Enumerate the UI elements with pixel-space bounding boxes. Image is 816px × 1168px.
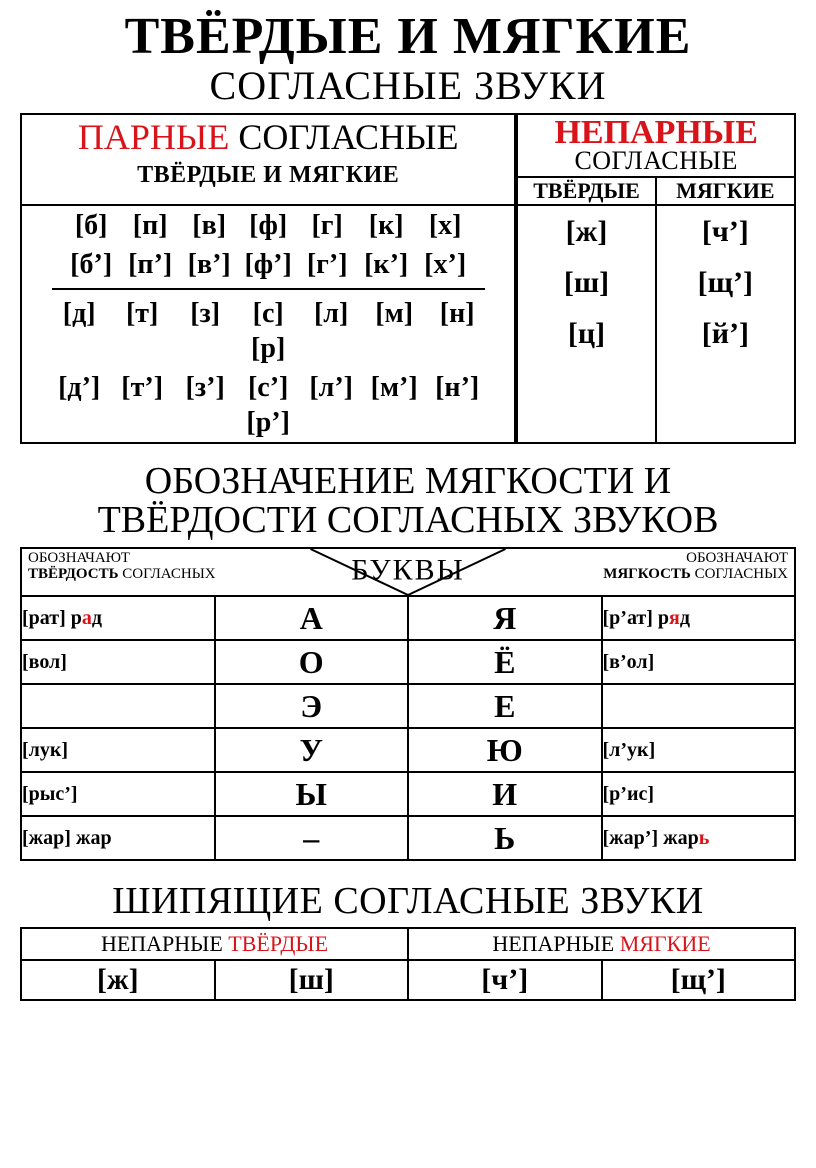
table-row: [жар] жар – Ь [жар’] жарь — [21, 816, 795, 860]
title-line2: СОГЛАСНЫЕ ЗВУКИ — [20, 65, 796, 107]
paired-g1-hard: [б] [п] [в] [ф] [г] [к] [х] — [22, 206, 514, 245]
table-row: [лук] У Ю [л’ук] — [21, 728, 795, 772]
section3-table: НЕПАРНЫЕ ТВЁРДЫЕ НЕПАРНЫЕ МЯГКИЕ [ж] [ш]… — [20, 927, 796, 1001]
unpaired-soft-list: [ч’] [щ’] [й’] — [656, 205, 795, 443]
paired-g1-soft: [б’] [п’] [в’] [ф’] [г’] [к’] [х’] — [22, 245, 514, 284]
section2-header-cell: ОБОЗНАЧАЮТ ТВЁРДОСТЬ СОГЛАСНЫХ БУКВЫ ОБО… — [21, 548, 795, 596]
unpaired-hard-list: [ж] [ш] [ц] — [516, 205, 655, 443]
table-row: [вол] О Ё [в’ол] — [21, 640, 795, 684]
paired-header-red: ПАРНЫЕ — [78, 117, 229, 157]
s3-head-right: НЕПАРНЫЕ МЯГКИЕ — [408, 928, 795, 960]
section2-title: ОБОЗНАЧЕНИЕ МЯГКОСТИ И ТВЁРДОСТИ СОГЛАСН… — [20, 462, 796, 542]
paired-divider — [52, 288, 485, 290]
section1-title: ТВЁРДЫЕ И МЯГКИЕ СОГЛАСНЫЕ ЗВУКИ — [20, 10, 796, 107]
s3-head-left: НЕПАРНЫЕ ТВЁРДЫЕ — [21, 928, 408, 960]
col-head-soft: МЯГКИЕ — [656, 177, 795, 205]
section3-title: ШИПЯЩИЕ СОГЛАСНЫЕ ЗВУКИ — [20, 879, 796, 923]
col-head-hard: ТВЁРДЫЕ — [516, 177, 655, 205]
table-row: Э Е — [21, 684, 795, 728]
unpaired-header: НЕПАРНЫЕ СОГЛАСНЫЕ — [518, 115, 794, 176]
unpaired-header-rest: СОГЛАСНЫЕ — [574, 146, 737, 175]
s3-cell: [ч’] — [408, 960, 602, 1000]
paired-header-rest: СОГЛАСНЫЕ — [229, 117, 458, 157]
s3-cell: [щ’] — [602, 960, 796, 1000]
header-left-label: ОБОЗНАЧАЮТ ТВЁРДОСТЬ СОГЛАСНЫХ — [28, 551, 216, 583]
paired-g2-soft: [д’] [т’] [з’] [с’] [л’] [м’] [н’] [р’] — [22, 368, 514, 442]
paired-g2-hard: [д] [т] [з] [с] [л] [м] [н] [р] — [22, 294, 514, 368]
section2-table: ОБОЗНАЧАЮТ ТВЁРДОСТЬ СОГЛАСНЫХ БУКВЫ ОБО… — [20, 547, 796, 861]
table-row: [рыс’] Ы И [р’ис] — [21, 772, 795, 816]
section1-table: ПАРНЫЕ СОГЛАСНЫЕ ТВЁРДЫЕ И МЯГКИЕ НЕПАРН… — [20, 113, 796, 444]
title-line1: ТВЁРДЫЕ И МЯГКИЕ — [20, 10, 796, 65]
s3-cell: [ш] — [215, 960, 409, 1000]
paired-header: ПАРНЫЕ СОГЛАСНЫЕ — [22, 115, 514, 157]
paired-subheader: ТВЁРДЫЕ И МЯГКИЕ — [22, 156, 514, 195]
header-center-label: БУКВЫ — [351, 554, 465, 588]
header-right-label: ОБОЗНАЧАЮТ МЯГКОСТЬ СОГЛАСНЫХ — [603, 551, 788, 583]
table-row: [рат] рад А Я [р’ат] ряд — [21, 596, 795, 640]
s3-cell: [ж] — [21, 960, 215, 1000]
